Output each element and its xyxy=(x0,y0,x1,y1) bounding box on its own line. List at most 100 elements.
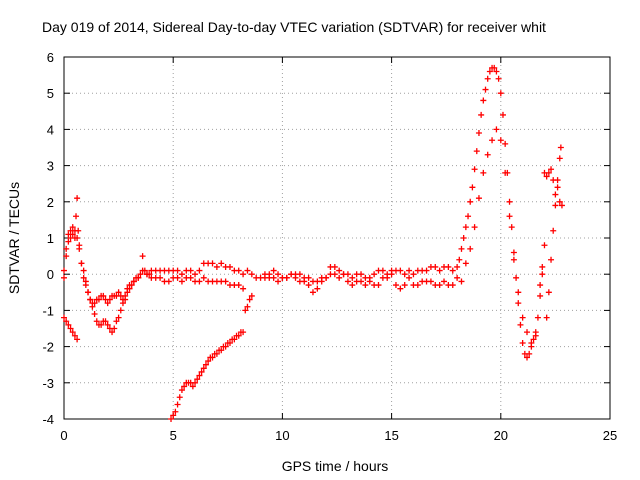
data-point xyxy=(384,274,391,281)
data-point xyxy=(539,263,546,270)
data-point xyxy=(480,97,487,104)
y-tick-label: -4 xyxy=(42,412,54,427)
data-point xyxy=(65,238,72,245)
data-point xyxy=(174,267,181,274)
x-tick-label: 25 xyxy=(603,428,617,443)
data-point xyxy=(465,213,472,220)
data-point xyxy=(202,361,209,368)
data-point xyxy=(246,296,253,303)
data-point xyxy=(130,278,137,285)
data-point xyxy=(67,325,74,332)
data-point xyxy=(187,274,194,281)
data-point xyxy=(458,278,465,285)
data-point xyxy=(244,303,251,310)
data-point xyxy=(61,314,67,321)
data-point xyxy=(366,278,373,285)
data-point xyxy=(170,412,177,419)
data-point xyxy=(95,296,102,303)
data-point xyxy=(318,278,325,285)
data-point xyxy=(401,271,408,278)
data-point xyxy=(305,282,312,289)
data-point xyxy=(91,311,98,318)
data-point xyxy=(231,336,238,343)
data-point xyxy=(200,365,207,372)
data-point xyxy=(454,263,461,270)
series-segment-early-negative xyxy=(61,314,81,343)
data-point xyxy=(499,111,506,118)
data-point xyxy=(209,260,216,267)
data-point xyxy=(157,274,164,281)
data-point xyxy=(240,271,247,278)
data-point xyxy=(314,285,321,292)
data-point xyxy=(388,267,395,274)
data-point xyxy=(537,282,544,289)
data-point xyxy=(141,267,148,274)
data-point xyxy=(235,332,242,339)
data-point xyxy=(119,300,126,307)
data-point xyxy=(75,227,82,234)
data-point xyxy=(515,300,522,307)
data-point xyxy=(104,300,111,307)
data-point xyxy=(336,267,343,274)
data-point xyxy=(414,282,421,289)
data-point xyxy=(63,318,70,325)
data-point xyxy=(539,271,546,278)
data-point xyxy=(510,256,517,263)
data-point xyxy=(556,198,563,205)
data-point xyxy=(61,267,67,274)
data-point xyxy=(124,289,131,296)
data-point xyxy=(473,148,480,155)
x-tick-label: 0 xyxy=(60,428,67,443)
series-segment-tail xyxy=(537,144,564,321)
y-axis-label: SDTVAR / TECUs xyxy=(6,182,22,294)
data-point xyxy=(344,278,351,285)
data-point xyxy=(432,263,439,270)
y-tick-label: -2 xyxy=(42,340,54,355)
data-point xyxy=(69,224,76,231)
data-point xyxy=(478,111,485,118)
data-point xyxy=(519,314,526,321)
data-point xyxy=(196,372,203,379)
data-point xyxy=(458,245,465,252)
data-point xyxy=(135,274,142,281)
data-point xyxy=(502,169,509,176)
data-point xyxy=(248,271,255,278)
data-point xyxy=(242,307,249,314)
data-point xyxy=(497,137,504,144)
data-point xyxy=(226,339,233,346)
data-point xyxy=(508,224,515,231)
data-point xyxy=(358,271,365,278)
data-point xyxy=(85,289,92,296)
x-axis-label: GPS time / hours xyxy=(282,458,389,474)
data-point xyxy=(213,263,220,270)
data-point xyxy=(543,173,550,180)
data-point xyxy=(467,245,474,252)
data-point xyxy=(218,260,225,267)
data-point xyxy=(222,278,229,285)
data-point xyxy=(331,271,338,278)
data-point xyxy=(87,296,94,303)
data-point xyxy=(63,253,70,260)
data-point xyxy=(122,296,129,303)
data-point xyxy=(82,282,89,289)
data-point xyxy=(301,274,308,281)
data-point xyxy=(200,274,207,281)
data-point xyxy=(543,314,550,321)
data-point xyxy=(484,151,491,158)
data-point xyxy=(502,140,509,147)
data-point xyxy=(106,296,113,303)
data-point xyxy=(63,245,70,252)
data-point xyxy=(222,343,229,350)
y-tick-label: 3 xyxy=(47,159,54,174)
data-point xyxy=(482,86,489,93)
data-point xyxy=(69,329,76,336)
data-point xyxy=(187,267,194,274)
data-point xyxy=(462,224,469,231)
data-point xyxy=(65,321,72,328)
y-tick-label: 1 xyxy=(47,231,54,246)
y-tick-label: -3 xyxy=(42,376,54,391)
series-main xyxy=(61,64,546,361)
data-point xyxy=(545,289,552,296)
data-point xyxy=(194,376,201,383)
